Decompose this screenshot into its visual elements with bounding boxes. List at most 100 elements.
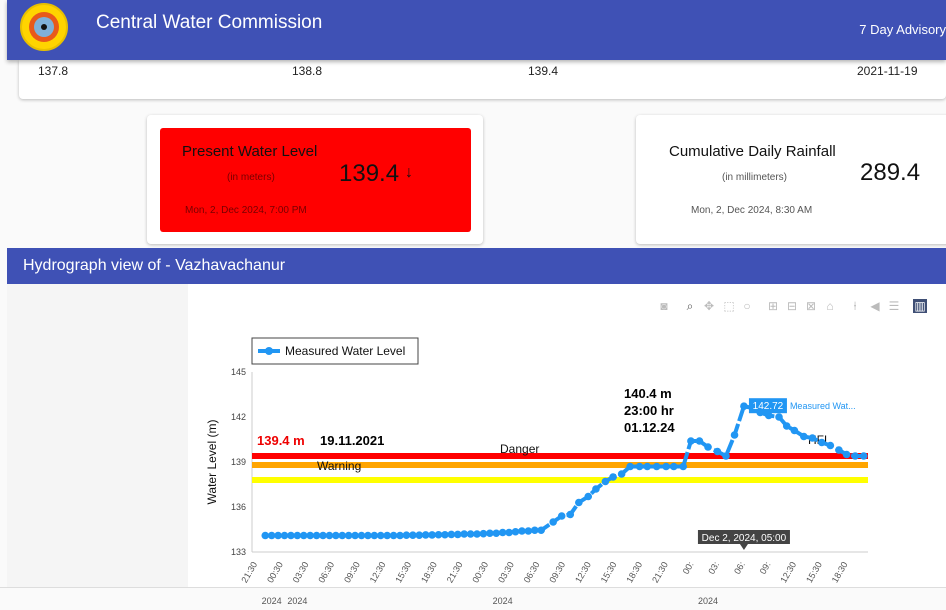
data-point bbox=[826, 441, 835, 450]
data-point bbox=[617, 470, 626, 478]
data-point bbox=[505, 528, 513, 537]
data-point bbox=[344, 531, 353, 540]
app-header: Central Water Commission 7 Day Advisory bbox=[7, 0, 946, 60]
data-point bbox=[364, 531, 372, 540]
lasso-icon[interactable]: ○ bbox=[743, 299, 751, 313]
data-point bbox=[695, 437, 704, 445]
data-point bbox=[312, 531, 321, 540]
data-point bbox=[800, 432, 808, 441]
autoscale-icon[interactable]: ⊠ bbox=[805, 299, 817, 313]
peak-note-line: 140.4 m bbox=[624, 386, 672, 401]
data-point bbox=[338, 531, 347, 540]
peak-note-line: 23:00 hr bbox=[624, 403, 674, 418]
x-tick-label: 18:30 bbox=[624, 560, 644, 585]
data-point bbox=[730, 431, 739, 439]
data-point bbox=[530, 526, 539, 535]
data-point bbox=[402, 531, 411, 539]
data-point bbox=[351, 531, 359, 540]
x-tick-label: 21:30 bbox=[239, 560, 259, 585]
peak-note-line: 01.12.24 bbox=[624, 420, 675, 435]
data-point bbox=[498, 528, 507, 537]
hover-series-name: Measured Wat... bbox=[790, 401, 856, 411]
data-point bbox=[842, 450, 851, 459]
seven-day-advisory-link[interactable]: 7 Day Advisory bbox=[859, 22, 946, 37]
hover-x-pointer bbox=[739, 544, 748, 550]
legend-swatch-marker bbox=[265, 347, 273, 355]
box-select-icon[interactable]: ⬚ bbox=[723, 299, 735, 313]
trend-down-icon: ↓ bbox=[405, 164, 413, 181]
data-point bbox=[518, 527, 526, 535]
data-point bbox=[389, 531, 398, 540]
plotly-logo-icon[interactable]: ▥ bbox=[913, 299, 927, 313]
x-year-label: 2024 bbox=[262, 596, 282, 606]
data-point bbox=[652, 462, 661, 471]
data-point bbox=[492, 529, 501, 538]
data-point bbox=[835, 446, 843, 454]
x-tick-label: 00:30 bbox=[470, 560, 490, 585]
data-point bbox=[584, 492, 593, 501]
hover-value-box bbox=[748, 398, 787, 414]
present-level-label: Present Water Level bbox=[182, 143, 318, 160]
data-point bbox=[299, 531, 308, 540]
data-point bbox=[441, 530, 449, 539]
y-tick-label: 136 bbox=[231, 502, 246, 512]
data-point bbox=[679, 462, 687, 471]
present-level-timestamp: Mon, 2, Dec 2024, 7:00 PM bbox=[185, 205, 307, 216]
zoom-in-icon[interactable]: ⊞ bbox=[767, 299, 779, 313]
data-point bbox=[790, 426, 799, 435]
data-point bbox=[434, 530, 443, 539]
y-axis-title: Water Level (m) bbox=[205, 420, 219, 505]
data-point bbox=[601, 477, 610, 486]
data-point bbox=[466, 530, 475, 538]
x-tick-label: 06:30 bbox=[522, 560, 542, 585]
data-point bbox=[575, 498, 583, 507]
hfl-value: 139.4 bbox=[528, 64, 559, 78]
data-point bbox=[319, 531, 327, 540]
data-point bbox=[626, 462, 634, 471]
cwc-logo bbox=[20, 3, 68, 51]
data-point bbox=[808, 434, 817, 442]
y-tick-label: 133 bbox=[231, 547, 246, 557]
legend-label: Measured Water Level bbox=[285, 344, 405, 358]
x-tick-label: 06:30 bbox=[316, 560, 336, 585]
data-point bbox=[325, 531, 334, 540]
rainfall-unit: (in millimeters) bbox=[722, 172, 787, 183]
x-tick-label: 21:30 bbox=[445, 560, 465, 585]
data-point bbox=[851, 452, 859, 460]
rainfall-label: Cumulative Daily Rainfall bbox=[669, 143, 836, 160]
data-point bbox=[524, 527, 533, 535]
hover-compare-icon[interactable]: ☰ bbox=[888, 299, 900, 313]
x-year-label: 2024 bbox=[493, 596, 513, 606]
danger-label: Danger bbox=[500, 442, 539, 456]
zoom-icon[interactable]: ⌕ bbox=[686, 299, 694, 313]
left-pane bbox=[7, 284, 188, 588]
x-tick-label: 03: bbox=[706, 560, 721, 576]
x-tick-label: 18:30 bbox=[830, 560, 850, 585]
data-point bbox=[643, 462, 652, 471]
warning-level-value: 137.8 bbox=[38, 64, 69, 78]
pan-icon[interactable]: ✥ bbox=[703, 299, 715, 313]
data-point bbox=[764, 411, 773, 420]
zoom-out-icon[interactable]: ⊟ bbox=[786, 299, 798, 313]
rainfall-value: 289.4 bbox=[860, 159, 921, 186]
data-point bbox=[722, 452, 730, 460]
data-point bbox=[421, 531, 430, 539]
home-icon[interactable]: ⌂ bbox=[826, 299, 834, 313]
hover-x-label: Dec 2, 2024, 05:00 bbox=[702, 533, 787, 544]
x-tick-label: 15:30 bbox=[804, 560, 824, 585]
present-water-level-card: Present Water Level (in meters) 139.4 ↓ … bbox=[147, 115, 483, 244]
data-point bbox=[740, 402, 748, 411]
x-tick-label: 09:30 bbox=[342, 560, 362, 585]
data-point bbox=[447, 530, 456, 539]
x-tick-label: 12:30 bbox=[778, 560, 798, 585]
x-year-label: 2024 bbox=[698, 596, 718, 606]
hfl-value-annotation: 139.4 m bbox=[257, 433, 305, 448]
data-point bbox=[775, 413, 783, 421]
hover-closest-icon[interactable]: ◀ bbox=[870, 299, 880, 313]
data-point bbox=[704, 443, 712, 451]
camera-icon[interactable]: ◙ bbox=[660, 299, 668, 313]
spike-icon[interactable]: ⍿ bbox=[853, 299, 857, 313]
rainfall-timestamp: Mon, 2, Dec 2024, 8:30 AM bbox=[691, 205, 813, 216]
present-level-unit: (in meters) bbox=[227, 172, 275, 183]
